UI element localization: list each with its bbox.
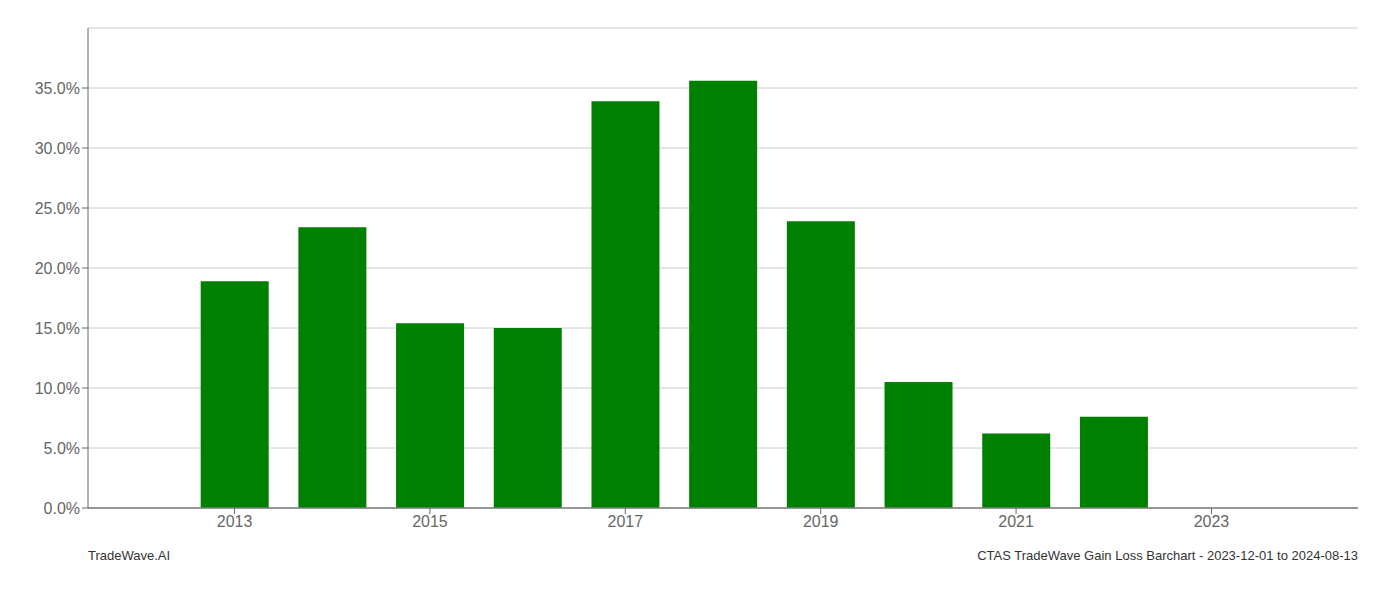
svg-text:2021: 2021 [998, 513, 1034, 530]
svg-text:30.0%: 30.0% [35, 140, 80, 157]
html-text:TradeWave.AI: TradeWave.AI [88, 548, 171, 563]
svg-text:15.0%: 15.0% [35, 320, 80, 337]
html-text:CTAS TradeWave Gain Loss Barch: CTAS TradeWave Gain Loss Barchart - 2023… [977, 548, 1358, 563]
svg-text:2019: 2019 [803, 513, 839, 530]
svg-text:0.0%: 0.0% [44, 500, 80, 517]
svg-text:35.0%: 35.0% [35, 80, 80, 97]
svg-text:2017: 2017 [608, 513, 644, 530]
svg-text:5.0%: 5.0% [44, 440, 80, 457]
svg-text:10.0%: 10.0% [35, 380, 80, 397]
svg-text:2013: 2013 [217, 513, 253, 530]
svg-text:20.0%: 20.0% [35, 260, 80, 277]
svg-text:2015: 2015 [412, 513, 448, 530]
svg-text:25.0%: 25.0% [35, 200, 80, 217]
svg-text:2023: 2023 [1194, 513, 1230, 530]
